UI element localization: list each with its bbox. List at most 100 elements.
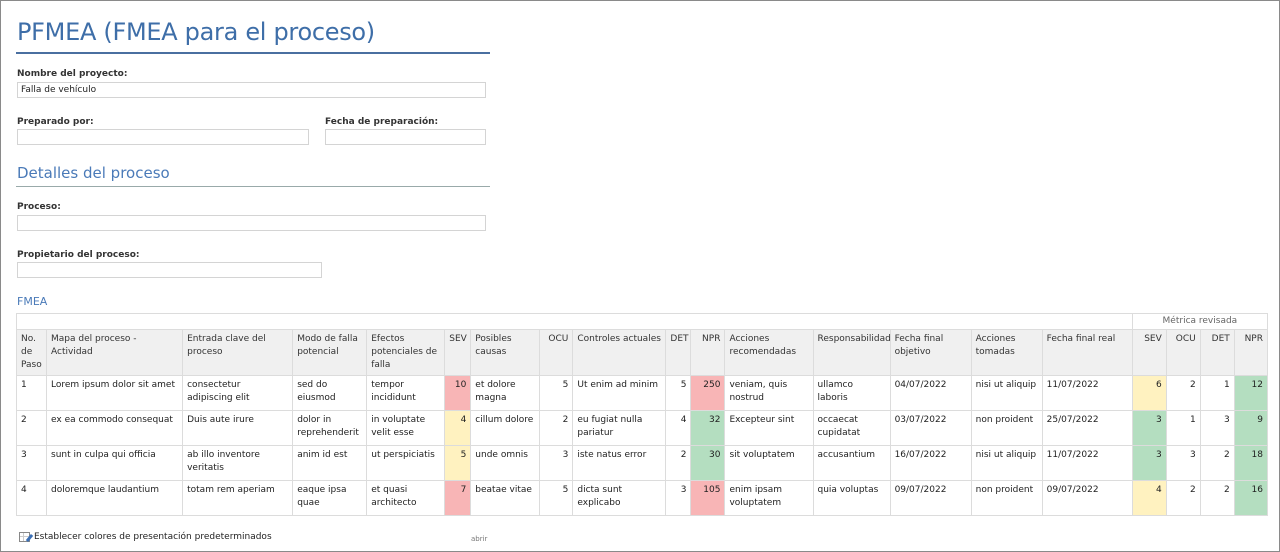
- table-cell[interactable]: 4: [15, 480, 48, 516]
- table-edit-icon: [19, 532, 30, 542]
- table-cell[interactable]: tempor incididunt: [366, 375, 446, 411]
- table-cell[interactable]: 250: [690, 375, 726, 411]
- table-cell[interactable]: ut perspiciatis: [366, 445, 446, 481]
- table-row[interactable]: 2 ex ea commodo consequat Duis aute irure d…: [15, 410, 1269, 446]
- table-cell[interactable]: anim id est: [292, 445, 368, 481]
- table-cell[interactable]: unde omnis: [470, 445, 541, 481]
- table-cell[interactable]: 18: [1233, 445, 1269, 481]
- table-cell[interactable]: beatae vitae: [470, 480, 541, 516]
- table-cell[interactable]: 2: [1199, 445, 1235, 481]
- default-colors-link[interactable]: Establecer colores de presentación prede…: [19, 532, 272, 542]
- table-cell[interactable]: Excepteur sint: [724, 410, 814, 446]
- table-cell[interactable]: 25/07/2022: [1041, 410, 1133, 446]
- table-cell[interactable]: 3: [1199, 410, 1235, 446]
- table-cell[interactable]: eu fugiat nulla pariatur: [572, 410, 667, 446]
- table-cell[interactable]: 9: [1233, 410, 1269, 446]
- table-cell[interactable]: sunt in culpa qui officia: [46, 445, 184, 481]
- table-cell[interactable]: consectetur adipiscing elit: [182, 375, 294, 411]
- table-cell[interactable]: ab illo inventore veritatis: [182, 445, 294, 481]
- table-cell[interactable]: 09/07/2022: [1041, 480, 1133, 516]
- project-name-label: Nombre del proyecto:: [17, 69, 128, 79]
- table-cell[interactable]: non proident: [970, 410, 1043, 446]
- table-cell[interactable]: 1: [1199, 375, 1235, 411]
- table-row[interactable]: 4 doloremque laudantium totam rem aperiam e…: [15, 480, 1269, 516]
- prep-date-input[interactable]: [325, 129, 486, 145]
- table-cell[interactable]: iste natus error: [572, 445, 667, 481]
- table-cell[interactable]: quia voluptas: [812, 480, 891, 516]
- table-cell[interactable]: 16: [1233, 480, 1269, 516]
- table-cell[interactable]: 4: [444, 410, 472, 446]
- table-cell[interactable]: ullamco laboris: [812, 375, 891, 411]
- prepared-by-input[interactable]: [17, 129, 309, 145]
- table-cell[interactable]: et dolore magna: [470, 375, 541, 411]
- table-cell[interactable]: 3: [665, 480, 692, 516]
- table-cell[interactable]: 5: [539, 375, 574, 411]
- table-cell[interactable]: 11/07/2022: [1041, 445, 1133, 481]
- table-row[interactable]: 1 Lorem ipsum dolor sit amet consectetur a…: [15, 375, 1269, 411]
- column-header: SEV: [1131, 329, 1167, 376]
- table-cell[interactable]: sit voluptatem: [724, 445, 814, 481]
- table-cell[interactable]: occaecat cupidatat: [812, 410, 891, 446]
- project-name-input[interactable]: Falla de vehículo: [17, 82, 486, 98]
- table-cell[interactable]: 04/07/2022: [889, 375, 972, 411]
- column-header: Entrada clave del proceso: [182, 329, 294, 376]
- open-link[interactable]: abrir: [471, 535, 488, 543]
- table-cell[interactable]: 32: [690, 410, 726, 446]
- table-cell[interactable]: 2: [15, 410, 48, 446]
- table-cell[interactable]: 2: [539, 410, 574, 446]
- table-cell[interactable]: 03/07/2022: [889, 410, 972, 446]
- table-cell[interactable]: 12: [1233, 375, 1269, 411]
- table-cell[interactable]: accusantium: [812, 445, 891, 481]
- table-cell[interactable]: 10: [444, 375, 472, 411]
- table-cell[interactable]: 1: [1165, 410, 1201, 446]
- table-row[interactable]: 3 sunt in culpa qui officia ab illo invent…: [15, 445, 1269, 481]
- table-cell[interactable]: nisi ut aliquip: [970, 445, 1043, 481]
- table-cell[interactable]: 2: [665, 445, 692, 481]
- table-cell[interactable]: 2: [1165, 480, 1201, 516]
- table-cell[interactable]: ex ea commodo consequat: [46, 410, 184, 446]
- table-cell[interactable]: 09/07/2022: [889, 480, 972, 516]
- table-cell[interactable]: 5: [444, 445, 472, 481]
- table-cell[interactable]: sed do eiusmod: [292, 375, 368, 411]
- table-cell[interactable]: enim ipsam voluptatem: [724, 480, 814, 516]
- table-cell[interactable]: nisi ut aliquip: [970, 375, 1043, 411]
- table-cell[interactable]: 1: [15, 375, 48, 411]
- column-header: Fecha final real: [1041, 329, 1133, 376]
- process-input[interactable]: [17, 215, 486, 231]
- table-cell[interactable]: 3: [1131, 445, 1167, 481]
- table-cell[interactable]: veniam, quis nostrud: [724, 375, 814, 411]
- table-cell[interactable]: 3: [539, 445, 574, 481]
- table-cell[interactable]: 4: [665, 410, 692, 446]
- table-cell[interactable]: 7: [444, 480, 472, 516]
- table-cell[interactable]: 2: [1165, 375, 1201, 411]
- table-cell[interactable]: et quasi architecto: [366, 480, 446, 516]
- table-cell[interactable]: 3: [1131, 410, 1167, 446]
- prepared-by-label: Preparado por:: [17, 117, 94, 127]
- table-cell[interactable]: Ut enim ad minim: [572, 375, 667, 411]
- table-cell[interactable]: eaque ipsa quae: [292, 480, 368, 516]
- column-header: Mapa del proceso - Actividad: [46, 329, 184, 376]
- table-cell[interactable]: non proident: [970, 480, 1043, 516]
- table-cell[interactable]: 2: [1199, 480, 1235, 516]
- table-cell[interactable]: 5: [539, 480, 574, 516]
- table-cell[interactable]: doloremque laudantium: [46, 480, 184, 516]
- table-cell[interactable]: cillum dolore: [470, 410, 541, 446]
- table-cell[interactable]: 6: [1131, 375, 1167, 411]
- table-cell[interactable]: Duis aute irure: [182, 410, 294, 446]
- revised-metrics-header: Métrica revisada: [1131, 313, 1269, 330]
- table-cell[interactable]: 3: [15, 445, 48, 481]
- table-cell[interactable]: 16/07/2022: [889, 445, 972, 481]
- table-cell[interactable]: 105: [690, 480, 726, 516]
- table-cell[interactable]: dicta sunt explicabo: [572, 480, 667, 516]
- table-cell[interactable]: 4: [1131, 480, 1167, 516]
- table-cell[interactable]: 30: [690, 445, 726, 481]
- table-cell[interactable]: in voluptate velit esse: [366, 410, 446, 446]
- table-cell[interactable]: totam rem aperiam: [182, 480, 294, 516]
- table-cell[interactable]: 3: [1165, 445, 1201, 481]
- table-cell[interactable]: Lorem ipsum dolor sit amet: [46, 375, 184, 411]
- table-cell[interactable]: dolor in reprehenderit: [292, 410, 368, 446]
- owner-input[interactable]: [17, 262, 322, 278]
- table-cell[interactable]: 11/07/2022: [1041, 375, 1133, 411]
- column-header: Acciones tomadas: [970, 329, 1043, 376]
- table-cell[interactable]: 5: [665, 375, 692, 411]
